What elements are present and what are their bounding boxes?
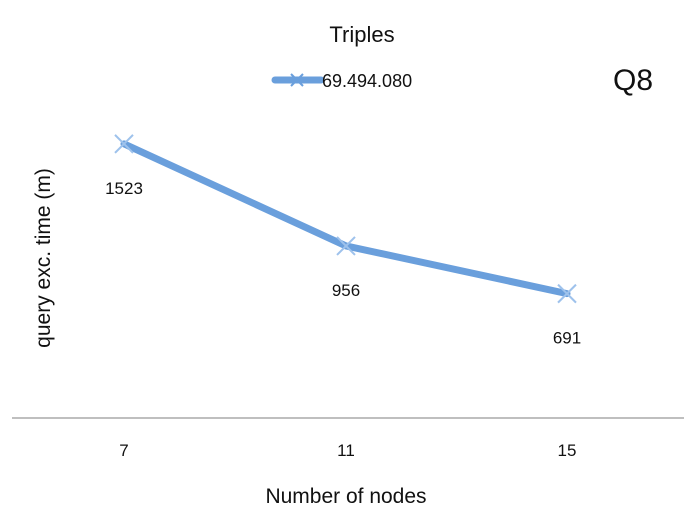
series-line-69494080	[120, 140, 571, 298]
x-tick-label-7: 7	[119, 441, 128, 460]
data-point-marker-7	[114, 134, 134, 154]
legend-series-label: 69.494.080	[322, 71, 412, 91]
legend-swatch-marker	[290, 73, 304, 87]
data-point-marker-15	[557, 283, 577, 304]
data-label-11: 956	[332, 281, 360, 300]
x-axis-title: Number of nodes	[265, 485, 426, 508]
y-axis-title: query exc. time (m)	[32, 168, 55, 348]
legend-title: Triples	[329, 22, 394, 47]
data-label-15: 691	[553, 329, 581, 348]
x-tick-label-11: 11	[337, 441, 355, 460]
x-tick-label-15: 15	[558, 441, 577, 460]
corner-label: Q8	[613, 64, 653, 97]
data-label-7: 1523	[105, 179, 143, 198]
data-point-marker-11	[336, 236, 356, 256]
